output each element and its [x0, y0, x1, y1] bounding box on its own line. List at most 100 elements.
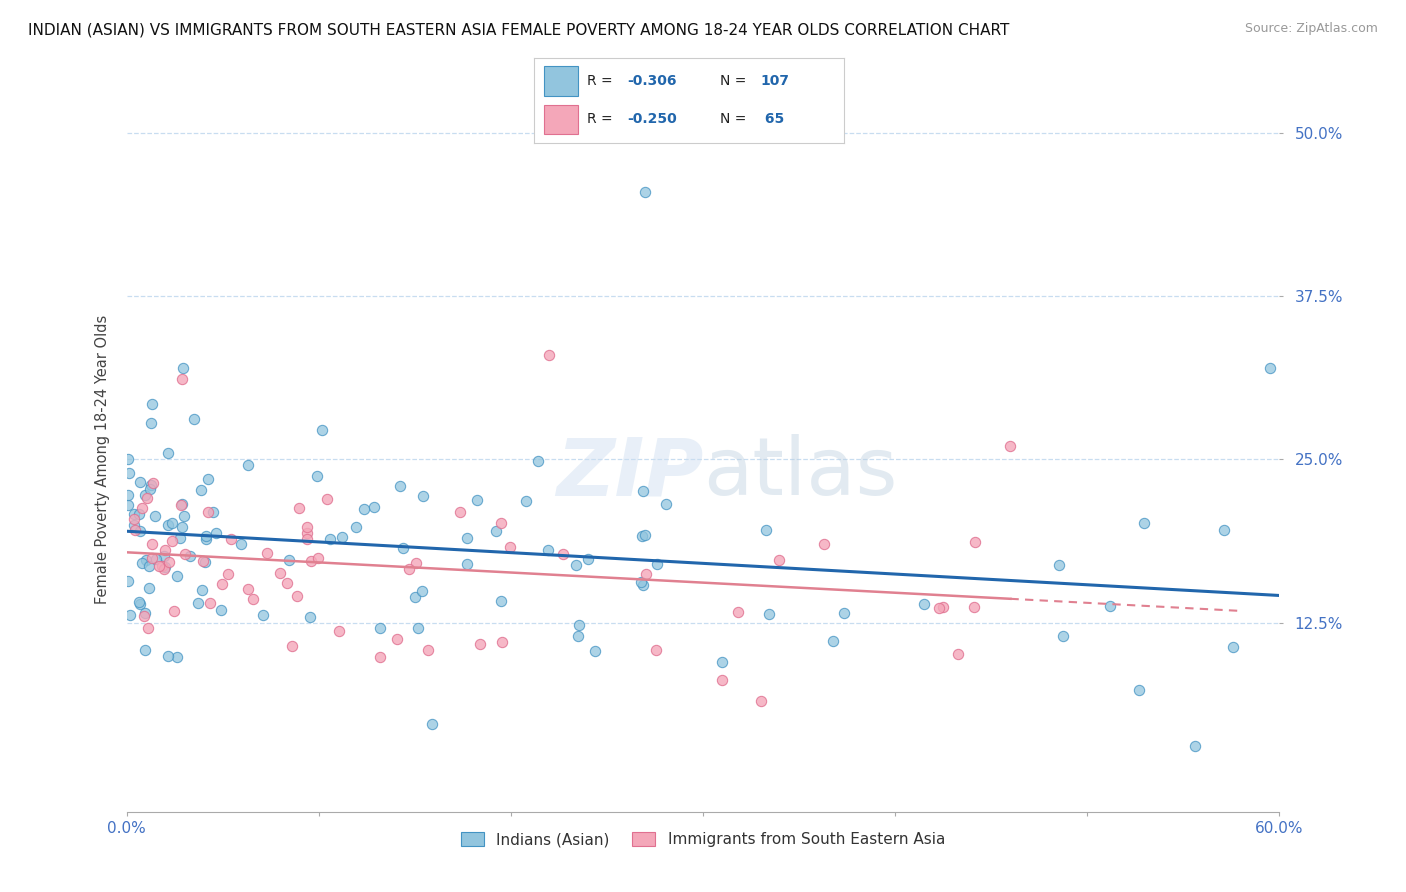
Point	[197, 472, 219, 486]
Point	[156, 649, 179, 664]
Point	[219, 532, 242, 546]
Point	[128, 475, 150, 490]
Point	[449, 505, 471, 519]
Point	[527, 454, 550, 468]
Point	[117, 452, 139, 467]
Point	[160, 516, 183, 530]
Point	[1098, 599, 1121, 613]
Point	[485, 524, 508, 538]
Point	[236, 582, 259, 596]
Point	[710, 673, 733, 688]
Text: 65: 65	[761, 112, 785, 126]
Point	[912, 597, 935, 611]
Point	[209, 603, 232, 617]
Point	[172, 497, 194, 511]
Point	[128, 508, 150, 522]
Text: -0.306: -0.306	[627, 74, 676, 87]
Point	[583, 643, 606, 657]
Text: R =: R =	[586, 112, 617, 126]
Point	[537, 543, 560, 558]
Point	[287, 501, 309, 516]
Y-axis label: Female Poverty Among 18-24 Year Olds: Female Poverty Among 18-24 Year Olds	[94, 315, 110, 604]
Point	[412, 489, 434, 503]
Point	[117, 574, 139, 588]
Point	[141, 537, 163, 551]
Point	[1128, 683, 1150, 698]
Point	[491, 635, 513, 649]
Point	[307, 551, 329, 566]
Text: ZIP: ZIP	[555, 434, 703, 513]
Text: N =: N =	[720, 74, 751, 87]
Point	[932, 600, 955, 615]
Point	[295, 519, 318, 533]
Point	[389, 479, 412, 493]
Text: N =: N =	[720, 112, 751, 126]
Point	[385, 632, 408, 647]
Point	[420, 717, 443, 731]
Point	[198, 596, 221, 610]
Point	[634, 185, 657, 199]
Point	[197, 505, 219, 519]
Point	[153, 543, 176, 558]
Point	[630, 574, 652, 589]
Bar	[544, 67, 578, 96]
Point	[157, 555, 180, 569]
Point	[319, 532, 342, 546]
Point	[139, 478, 162, 492]
Point	[404, 591, 426, 605]
Point	[631, 484, 654, 499]
Point	[231, 537, 253, 551]
Point	[142, 476, 165, 491]
Point	[821, 634, 844, 648]
Point	[631, 578, 654, 592]
Point	[152, 549, 174, 563]
Point	[499, 540, 522, 554]
Point	[269, 566, 291, 580]
Point	[489, 516, 512, 530]
Point	[183, 412, 205, 426]
Point	[405, 556, 427, 570]
Point	[299, 554, 322, 568]
Point	[353, 501, 375, 516]
Point	[153, 560, 176, 574]
Point	[631, 529, 654, 543]
Text: INDIAN (ASIAN) VS IMMIGRANTS FROM SOUTH EASTERN ASIA FEMALE POVERTY AMONG 18-24 : INDIAN (ASIAN) VS IMMIGRANTS FROM SOUTH …	[28, 22, 1010, 37]
Point	[166, 568, 188, 582]
Point	[645, 558, 668, 572]
Point	[946, 647, 969, 661]
Point	[160, 533, 183, 548]
Point	[194, 556, 217, 570]
Point	[285, 589, 308, 603]
Bar	[544, 104, 578, 134]
Point	[813, 537, 835, 551]
Point	[166, 649, 188, 664]
Point	[148, 558, 170, 573]
Point	[328, 624, 350, 638]
Point	[122, 508, 145, 522]
Point	[576, 552, 599, 566]
Point	[1133, 516, 1156, 530]
Point	[191, 554, 214, 568]
Point	[634, 567, 657, 582]
Point	[515, 493, 537, 508]
Point	[344, 520, 367, 534]
Point	[173, 508, 195, 523]
Point	[179, 549, 201, 564]
Point	[156, 446, 179, 460]
Point	[141, 397, 163, 411]
Point	[634, 528, 657, 542]
Point	[134, 642, 156, 657]
Point	[191, 583, 214, 598]
Point	[565, 558, 588, 572]
Point	[242, 592, 264, 607]
Point	[832, 606, 855, 620]
Point	[195, 529, 218, 543]
Point	[278, 553, 301, 567]
Point	[468, 637, 491, 651]
Point	[131, 501, 153, 516]
Point	[138, 559, 160, 574]
Point	[150, 558, 173, 573]
Point	[118, 466, 141, 480]
Point	[295, 532, 318, 546]
Point	[368, 621, 391, 635]
